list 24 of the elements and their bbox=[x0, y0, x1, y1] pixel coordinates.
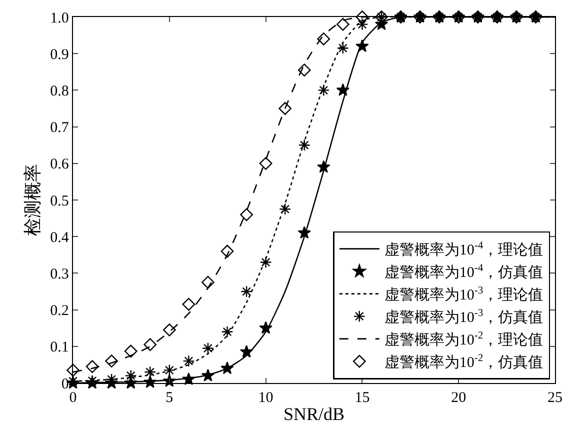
x-tick-label: 10 bbox=[258, 390, 274, 406]
legend-label: 虚警概率为10$^{-2}$，仿真值 bbox=[384, 352, 544, 372]
y-tick-label: 0.9 bbox=[50, 46, 69, 63]
legend-label: 虚警概率为10$^{-4}$，仿真值 bbox=[384, 262, 544, 282]
x-tick-label: 25 bbox=[548, 390, 562, 406]
y-tick-label: 0 bbox=[61, 376, 69, 392]
y-tick-label: 1.0 bbox=[50, 10, 69, 26]
x-tick-label: 15 bbox=[354, 390, 370, 406]
y-tick-label: 0.1 bbox=[50, 340, 69, 356]
x-axis-title: SNR/dB bbox=[283, 404, 345, 424]
y-tick-label: 0.2 bbox=[50, 303, 69, 320]
y-tick-label: 0.6 bbox=[50, 156, 70, 173]
y-axis-title: 检测概率 bbox=[22, 164, 42, 236]
legend-label: 虚警概率为10$^{-3}$，仿真值 bbox=[384, 308, 544, 326]
y-tick-label: 0.3 bbox=[50, 266, 69, 282]
y-tick-label: 0.7 bbox=[50, 120, 70, 136]
y-tick-label: 0.5 bbox=[50, 193, 69, 210]
legend-label: 虚警概率为10$^{-2}$，理论值 bbox=[384, 330, 544, 349]
y-tick-label: 0.4 bbox=[50, 230, 70, 246]
x-tick-label: 20 bbox=[451, 390, 466, 406]
legend-label: 虚警概率为10$^{-3}$，理论值 bbox=[384, 285, 544, 304]
y-tick-label: 0.8 bbox=[50, 83, 69, 100]
legend-label: 虚警概率为10$^{-4}$，理论值 bbox=[384, 240, 544, 259]
x-tick-label: 5 bbox=[166, 390, 174, 406]
